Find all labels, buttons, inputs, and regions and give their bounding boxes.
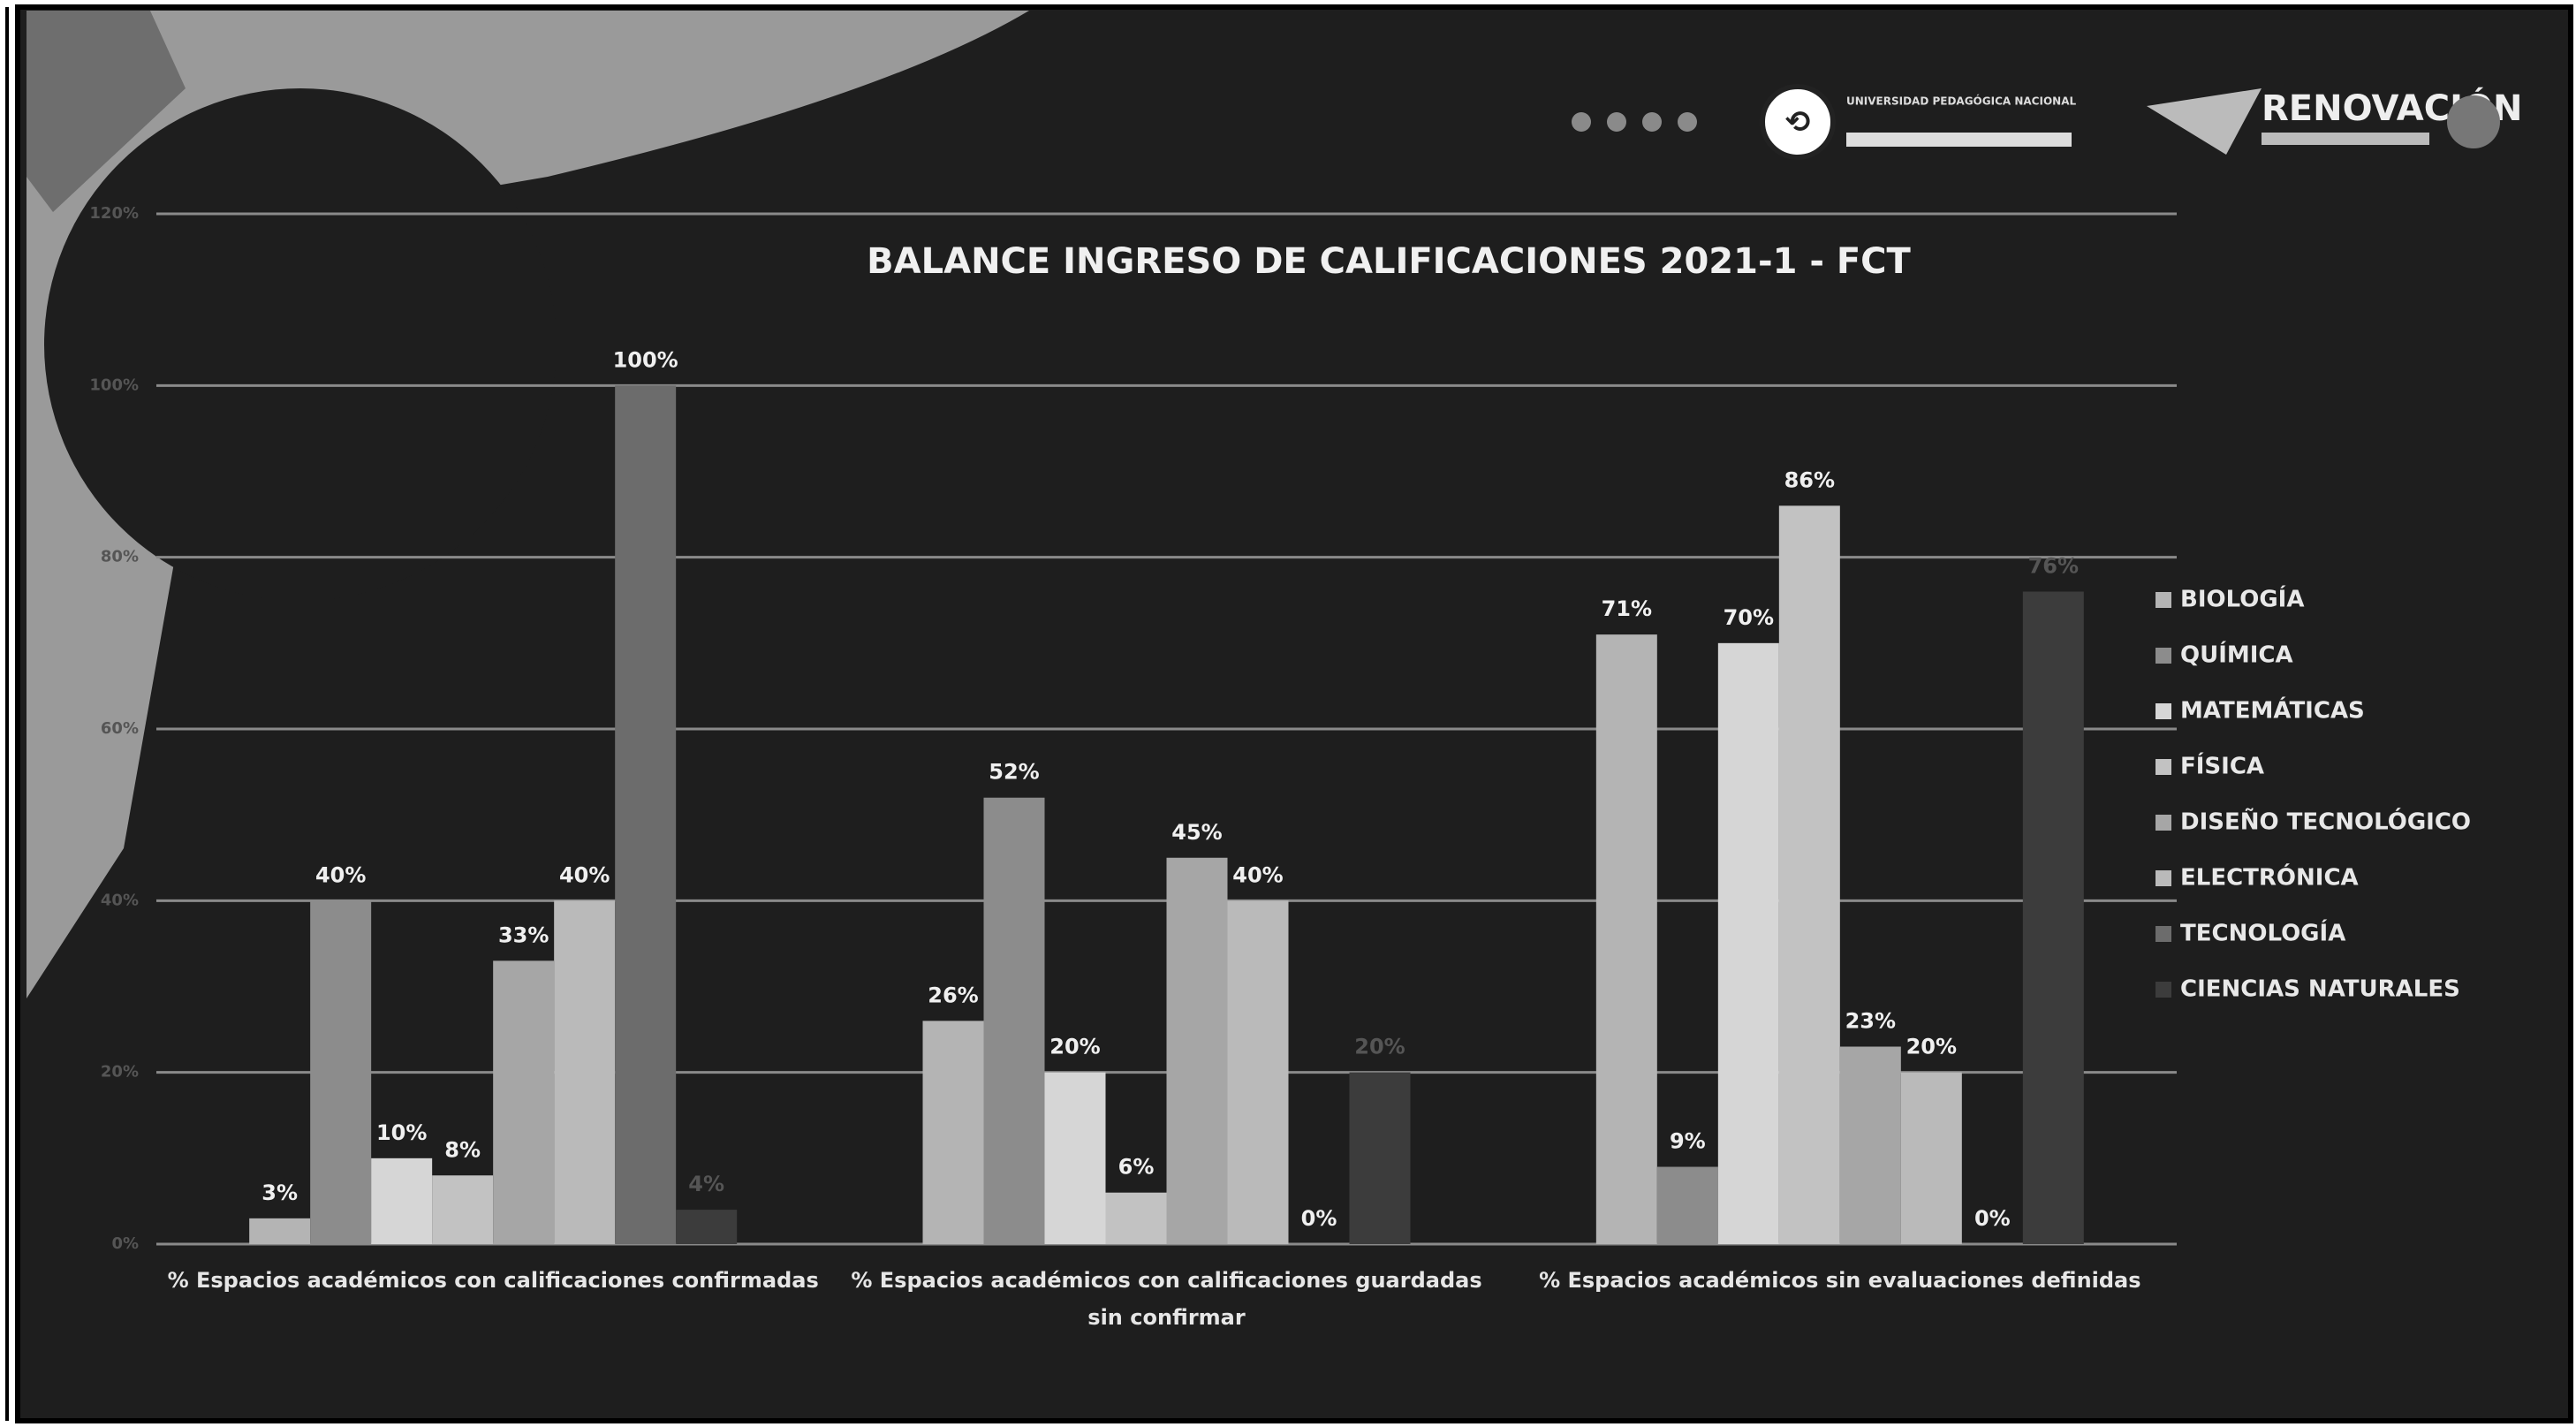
x-tick-label: % Espacios académicos con calificaciones… [851,1268,1482,1330]
legend-swatch [2156,648,2171,664]
bar [371,1158,433,1244]
legend-label: CIENCIAS NATURALES [2180,976,2460,1003]
bar [554,900,616,1244]
bar [1595,634,1657,1244]
legend-label: DISEÑO TECNOLÓGICO [2180,808,2471,836]
value-label: 33% [498,922,549,947]
value-label: 8% [444,1137,481,1162]
bar [432,1175,494,1244]
bar [249,1218,311,1244]
y-tick-label: 120% [89,204,139,223]
value-label: 40% [1232,862,1283,887]
value-label: 23% [1845,1009,1896,1034]
value-label: 3% [261,1180,298,1205]
brand-bar [2262,133,2429,145]
bar [922,1021,984,1244]
bar [1105,1192,1167,1244]
brand-arrow [2147,88,2262,155]
value-label: 100% [613,347,678,372]
value-label: 9% [1670,1129,1706,1154]
bar [1349,1072,1411,1244]
y-tick-label: 40% [101,891,139,909]
y-tick-label: 20% [101,1063,139,1082]
y-tick-label: 80% [101,548,139,566]
chart-title: BALANCE INGRESO DE CALIFICACIONES 2021-1… [867,241,1911,282]
dot [1572,112,1591,132]
bar [1227,900,1289,1244]
x-tick-label-box: % Espacios académicos sin evaluaciones d… [1539,1268,2141,1293]
university-bar [1846,133,2072,147]
value-label: 40% [315,862,366,887]
dot [1642,112,1662,132]
legend-swatch [2156,870,2171,886]
bar [615,385,677,1244]
legend-label: TECNOLOGÍA [2180,919,2345,947]
value-label: 0% [1301,1206,1337,1231]
value-label: 20% [1049,1035,1100,1059]
legend-swatch [2156,759,2171,775]
brand-seal [2447,95,2500,148]
bar [1778,505,1840,1244]
legend-label: MATEMÁTICAS [2180,696,2365,725]
university-name: UNIVERSIDAD PEDAGÓGICA NACIONAL [1846,95,2076,108]
legend-swatch [2156,703,2171,719]
value-label: 52% [989,760,1039,785]
bar [493,960,555,1244]
value-label: 45% [1171,820,1222,845]
decor-shape [27,11,186,212]
bar [1166,857,1228,1244]
value-label: 10% [376,1120,427,1145]
value-label: 86% [1784,467,1835,492]
bar [1656,1166,1718,1244]
value-label: 26% [928,983,978,1007]
university-logo [1760,84,1836,160]
x-tick-label-box: % Espacios académicos con calificaciones… [167,1268,819,1293]
dot [1678,112,1697,132]
dot [1607,112,1626,132]
y-tick-label: 100% [89,376,139,394]
bar [983,797,1045,1244]
legend-label: ELECTRÓNICA [2180,863,2359,892]
bar [1717,642,1779,1244]
value-label: 20% [1906,1035,1957,1059]
legend-swatch [2156,982,2171,998]
x-tick-label-box: % Espacios académicos con calificaciones… [851,1268,1482,1330]
value-label: 4% [688,1172,724,1196]
x-tick-label: % Espacios académicos con calificaciones… [167,1268,819,1293]
legend-label: FÍSICA [2180,752,2264,780]
decor-circle [44,88,557,601]
bar [1839,1046,1901,1244]
bar [1044,1072,1106,1244]
value-label: 40% [559,862,610,887]
value-label: 20% [1354,1035,1405,1059]
legend-label: BIOLOGÍA [2180,585,2304,613]
bar [310,900,372,1244]
legend-swatch [2156,926,2171,942]
x-tick-label: % Espacios académicos sin evaluaciones d… [1539,1268,2141,1293]
y-tick-label: 60% [101,719,139,738]
value-label: 6% [1118,1155,1155,1180]
value-label: 70% [1724,605,1774,630]
bar [676,1210,738,1244]
value-label: 76% [2028,554,2079,579]
value-label: 71% [1602,596,1652,621]
y-tick-label: 0% [111,1234,139,1253]
legend-swatch [2156,592,2171,608]
legend-label: QUÍMICA [2180,641,2293,669]
bar [2022,591,2084,1244]
bar [1900,1072,1962,1244]
value-label: 0% [1974,1206,2011,1231]
legend-swatch [2156,815,2171,831]
header-dots [1572,112,1697,132]
logo-mark: ⟲ [1785,105,1811,140]
